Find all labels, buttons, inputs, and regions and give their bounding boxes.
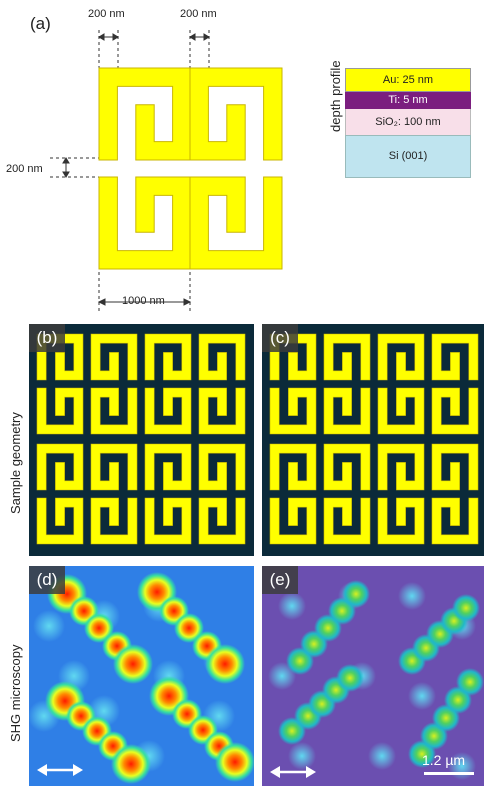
meander-element-2: [189, 67, 283, 161]
panel-b: (b): [29, 324, 254, 556]
meander-element-3: [98, 176, 192, 270]
panel-d-label: (d): [29, 566, 65, 594]
layer-ti: Ti: 5 nm: [345, 92, 471, 109]
dim-bottom: 1000 nm: [122, 295, 165, 307]
row-label-geometry: Sample geometry: [8, 412, 23, 514]
array-element: [269, 497, 317, 545]
panel-e-label: (e): [262, 566, 298, 594]
array-element: [323, 497, 371, 545]
layer-ti-label: Ti: 5 nm: [388, 94, 428, 106]
shg-green-spot: [336, 664, 364, 692]
array-element: [323, 387, 371, 435]
dim-gap: 200 nm: [6, 163, 43, 175]
array-element: [198, 443, 246, 491]
array-element: [36, 497, 84, 545]
layer-sio2: SiO₂: 100 nm: [345, 109, 471, 135]
panel-b-array: [36, 333, 246, 545]
array-element: [90, 497, 138, 545]
shg-hot-spot: [215, 742, 254, 782]
array-element: [377, 333, 425, 381]
array-element: [198, 497, 246, 545]
dim-right-top: 200 nm: [180, 8, 217, 20]
shg-background-spot: [33, 610, 65, 642]
array-element: [36, 387, 84, 435]
depth-profile-title: depth profile: [328, 60, 343, 132]
row-label-shg: SHG microscopy: [8, 644, 23, 742]
array-element: [323, 443, 371, 491]
array-element: [431, 387, 479, 435]
shg-green-spot: [456, 668, 484, 696]
shg-hot-spot: [111, 744, 151, 784]
dim-left-top: 200 nm: [88, 8, 125, 20]
array-element: [269, 333, 317, 381]
array-element: [431, 443, 479, 491]
shg-hot-spot: [113, 644, 153, 684]
layer-si: Si (001): [345, 135, 471, 178]
array-element: [36, 333, 84, 381]
array-element: [144, 443, 192, 491]
array-element: [144, 497, 192, 545]
array-element: [144, 333, 192, 381]
shg-background-spot: [288, 742, 316, 770]
shg-green-spot: [452, 594, 480, 622]
layer-si-label: Si (001): [388, 150, 428, 162]
array-element: [144, 387, 192, 435]
array-element: [431, 497, 479, 545]
array-element: [90, 333, 138, 381]
panel-e: (e) 1.2 µm: [262, 566, 484, 786]
array-element: [377, 443, 425, 491]
array-element: [269, 443, 317, 491]
array-element: [377, 387, 425, 435]
layer-au: Au: 25 nm: [345, 68, 471, 92]
scale-bar: [424, 772, 474, 775]
array-element: [198, 333, 246, 381]
panel-b-label: (b): [29, 324, 65, 352]
panel-e-shg-map: [262, 566, 484, 786]
array-element: [90, 443, 138, 491]
layer-sio2-label: SiO₂: 100 nm: [375, 115, 441, 128]
shg-green-spot: [342, 580, 370, 608]
panel-a-label: (a): [30, 14, 51, 33]
panel-c-array: [269, 333, 479, 545]
meander-element-4: [189, 176, 283, 270]
array-element: [269, 387, 317, 435]
shg-hot-spot: [205, 644, 245, 684]
array-element: [90, 387, 138, 435]
array-element: [198, 387, 246, 435]
array-element: [36, 443, 84, 491]
scale-bar-label: 1.2 µm: [422, 752, 466, 768]
depth-profile-stack: Au: 25 nm Ti: 5 nm SiO₂: 100 nm Si (001): [345, 68, 471, 178]
shg-background-spot: [408, 682, 436, 710]
shg-background-spot: [398, 582, 426, 610]
array-element: [377, 497, 425, 545]
array-element: [323, 333, 371, 381]
unit-cell-diagram: [50, 30, 283, 312]
panel-c-label: (c): [262, 324, 298, 352]
shg-background-spot: [278, 592, 306, 620]
polarization-arrow-icon: [270, 766, 316, 778]
meander-element-1: [98, 67, 192, 161]
panel-d-shg-map: [29, 566, 254, 786]
polarization-arrow-icon: [37, 764, 83, 776]
shg-background-spot: [368, 742, 396, 770]
array-element: [431, 333, 479, 381]
layer-au-label: Au: 25 nm: [382, 73, 434, 86]
panel-d: (d): [29, 566, 254, 786]
panel-c: (c): [262, 324, 484, 556]
